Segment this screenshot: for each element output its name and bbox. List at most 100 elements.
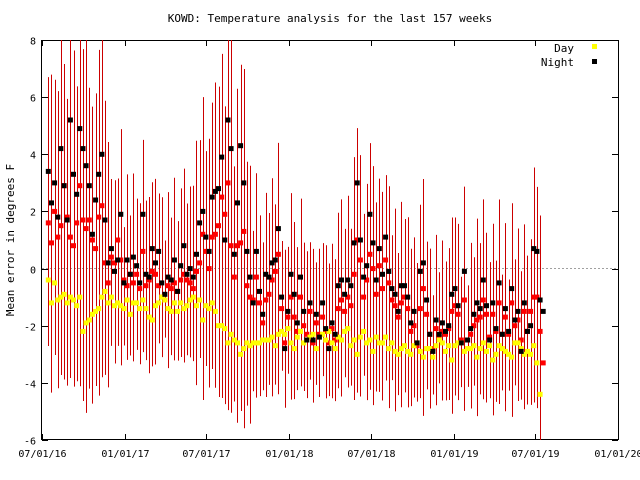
day-point: [433, 343, 439, 349]
red-point: [298, 294, 303, 300]
red-point: [206, 266, 212, 272]
red-point: [323, 328, 329, 334]
red-point: [102, 260, 108, 266]
y-axis-label: Mean error in degrees F: [4, 164, 17, 316]
day-point: [209, 300, 215, 306]
red-point: [310, 340, 316, 346]
red-point: [231, 274, 237, 280]
day-point: [80, 328, 86, 334]
day-point: [71, 297, 76, 303]
red-point: [364, 277, 370, 283]
red-point: [313, 320, 319, 326]
night-point: [257, 288, 262, 294]
red-point: [490, 311, 496, 317]
day-point: [502, 348, 508, 354]
error-bars: [48, 40, 541, 440]
day-point: [225, 340, 231, 346]
red-point: [80, 217, 86, 223]
red-point: [414, 343, 420, 349]
red-point: [112, 260, 117, 266]
red-point: [45, 220, 51, 226]
night-point: [194, 251, 199, 257]
day-point: [74, 303, 80, 309]
night-point: [102, 217, 108, 223]
y-tick-label: 4: [30, 151, 36, 162]
night-point: [304, 337, 310, 343]
day-point: [216, 323, 221, 329]
day-point: [326, 328, 332, 334]
day-point: [250, 340, 256, 346]
red-point: [332, 337, 338, 343]
day-point: [512, 340, 518, 346]
data-markers: [45, 117, 546, 397]
night-point: [250, 300, 256, 306]
day-point: [171, 300, 177, 306]
red-point: [257, 300, 262, 306]
day-point: [474, 354, 480, 360]
day-point: [449, 357, 455, 363]
legend-night-marker: [592, 59, 597, 64]
red-point: [200, 231, 206, 237]
x-axis-ticks: 07/01/16 01/01/17 07/01/17 01/01/18 07/01/18…: [18, 40, 640, 460]
red-point: [480, 297, 486, 303]
red-point: [93, 246, 99, 252]
day-point: [427, 346, 433, 352]
red-point: [89, 237, 95, 243]
day-point: [408, 351, 414, 357]
day-point: [455, 340, 461, 346]
day-point: [436, 337, 442, 343]
night-point: [540, 308, 546, 314]
x-tick-label: 07/01/17: [182, 449, 230, 460]
red-point: [345, 294, 351, 300]
day-point: [398, 346, 404, 352]
day-point: [121, 306, 127, 312]
red-point: [383, 257, 389, 263]
day-point: [112, 303, 117, 309]
red-point: [528, 308, 534, 314]
y-tick-label: -2: [24, 323, 36, 334]
night-point: [534, 248, 540, 254]
night-point: [77, 126, 83, 132]
red-point: [484, 311, 489, 317]
red-point: [64, 214, 70, 220]
night-point: [93, 197, 99, 203]
day-point: [392, 348, 398, 354]
y-tick-label: 8: [30, 37, 36, 48]
day-point: [468, 346, 474, 352]
night-point: [253, 248, 259, 254]
day-point: [194, 303, 199, 309]
y-tick-label: 6: [30, 94, 36, 105]
red-point: [181, 271, 187, 277]
red-point: [137, 286, 143, 292]
y-tick-label: -4: [24, 380, 36, 391]
night-point: [345, 277, 351, 283]
night-point: [112, 268, 117, 274]
night-point: [200, 208, 206, 214]
red-point: [294, 328, 300, 334]
night-point: [420, 260, 426, 266]
night-point: [461, 268, 467, 274]
day-point: [294, 334, 300, 340]
night-point: [74, 191, 80, 197]
night-point: [380, 271, 385, 277]
day-point: [266, 337, 272, 343]
red-point: [370, 266, 376, 272]
day-point: [143, 306, 149, 312]
night-point: [71, 171, 76, 177]
day-point: [487, 343, 493, 349]
red-point: [354, 237, 360, 243]
day-point: [162, 297, 168, 303]
red-point: [55, 234, 61, 240]
night-point: [348, 283, 354, 289]
x-tick-label: 01/01/17: [101, 449, 149, 460]
red-point: [446, 326, 452, 332]
red-point: [86, 217, 92, 223]
day-point: [354, 351, 360, 357]
day-point: [534, 360, 540, 366]
red-point: [339, 297, 344, 303]
red-point: [178, 277, 184, 283]
red-point: [115, 237, 121, 243]
night-point: [405, 294, 411, 300]
night-point: [137, 280, 143, 286]
night-point: [364, 263, 370, 269]
